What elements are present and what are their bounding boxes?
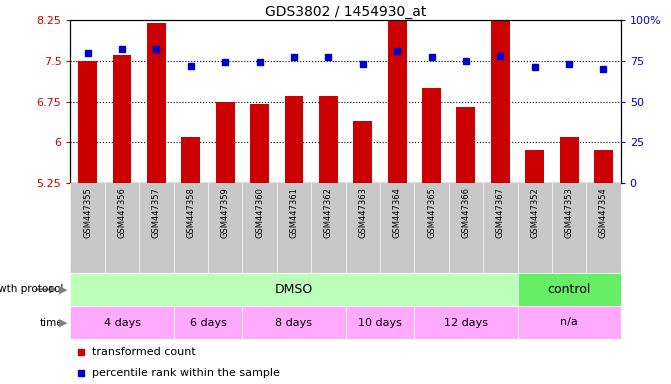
Text: 6 days: 6 days <box>190 318 226 328</box>
Text: GSM447364: GSM447364 <box>393 187 402 238</box>
Text: GSM447353: GSM447353 <box>564 187 574 238</box>
Bar <box>346 306 415 339</box>
Bar <box>70 273 517 306</box>
Text: ▶: ▶ <box>58 318 67 328</box>
Text: GSM447355: GSM447355 <box>83 187 92 238</box>
Title: GDS3802 / 1454930_at: GDS3802 / 1454930_at <box>265 5 426 19</box>
Bar <box>517 273 621 306</box>
Text: GSM447363: GSM447363 <box>358 187 367 238</box>
Text: time: time <box>40 318 64 328</box>
Bar <box>422 88 441 183</box>
Bar <box>285 96 303 183</box>
Text: GSM447358: GSM447358 <box>187 187 195 238</box>
Bar <box>319 96 338 183</box>
Bar <box>456 107 475 183</box>
Text: 10 days: 10 days <box>358 318 402 328</box>
Text: GSM447359: GSM447359 <box>221 187 229 238</box>
Bar <box>113 55 132 183</box>
Bar <box>517 306 621 339</box>
Bar <box>181 137 200 183</box>
Text: 8 days: 8 days <box>276 318 313 328</box>
Bar <box>354 121 372 183</box>
Text: GSM447367: GSM447367 <box>496 187 505 238</box>
Text: GSM447366: GSM447366 <box>462 187 470 238</box>
Text: GSM447356: GSM447356 <box>117 187 127 238</box>
Text: GSM447362: GSM447362 <box>324 187 333 238</box>
Bar <box>491 7 510 183</box>
Bar <box>70 306 174 339</box>
Text: growth protocol: growth protocol <box>0 285 64 295</box>
Text: GSM447360: GSM447360 <box>255 187 264 238</box>
Bar <box>594 151 613 183</box>
Text: GSM447352: GSM447352 <box>530 187 539 238</box>
Text: transformed count: transformed count <box>93 347 196 357</box>
Bar <box>174 306 242 339</box>
Bar <box>79 61 97 183</box>
Bar <box>216 101 235 183</box>
Text: percentile rank within the sample: percentile rank within the sample <box>93 368 280 378</box>
Bar <box>147 23 166 183</box>
Text: n/a: n/a <box>560 318 578 328</box>
Text: GSM447365: GSM447365 <box>427 187 436 238</box>
Bar <box>242 306 346 339</box>
Text: GSM447361: GSM447361 <box>289 187 299 238</box>
Bar <box>525 151 544 183</box>
Bar <box>414 306 517 339</box>
Text: control: control <box>548 283 590 296</box>
Text: 12 days: 12 days <box>444 318 488 328</box>
Text: GSM447357: GSM447357 <box>152 187 161 238</box>
Text: ▶: ▶ <box>58 285 67 295</box>
Text: GSM447354: GSM447354 <box>599 187 608 238</box>
Text: DMSO: DMSO <box>275 283 313 296</box>
Bar <box>388 1 407 183</box>
Bar <box>250 104 269 183</box>
Text: 4 days: 4 days <box>103 318 140 328</box>
Bar <box>560 137 578 183</box>
